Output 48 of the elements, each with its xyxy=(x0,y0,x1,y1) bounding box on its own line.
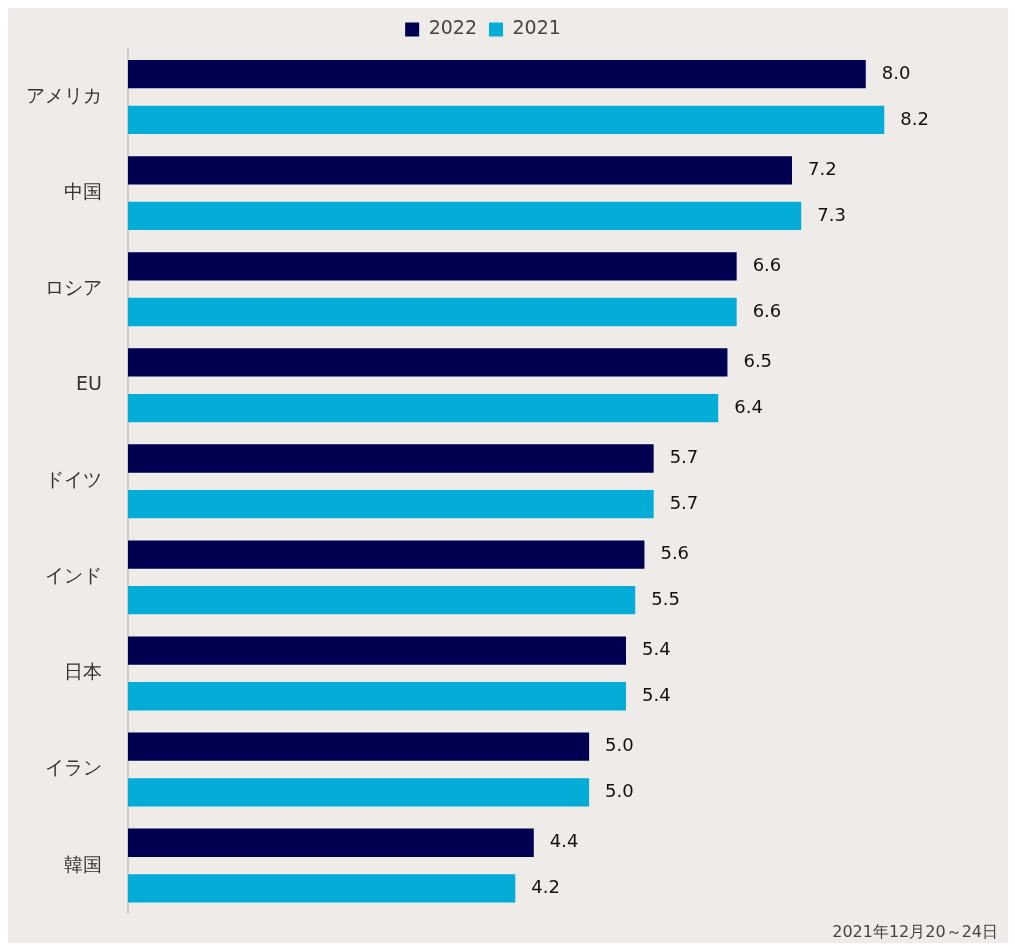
y-tick-label: EU xyxy=(76,372,102,395)
data-label: 8.0 xyxy=(881,61,911,83)
data-label: 7.3 xyxy=(817,203,846,225)
y-tick-label: 韓国 xyxy=(64,852,102,875)
bar xyxy=(128,778,590,807)
bar xyxy=(128,444,654,473)
legend-label: 2022 xyxy=(428,16,478,39)
data-label: 6.6 xyxy=(752,254,782,276)
bar xyxy=(128,201,802,231)
data-label: 5.0 xyxy=(605,779,634,801)
y-tick-label: 日本 xyxy=(64,660,102,683)
data-label: 5.5 xyxy=(651,587,680,609)
data-label: 6.4 xyxy=(734,395,763,417)
y-tick-label: ロシア xyxy=(45,276,102,299)
bar xyxy=(128,348,728,377)
y-tick-label: ドイツ xyxy=(45,468,102,491)
bar xyxy=(128,874,516,903)
data-label: 7.2 xyxy=(808,157,837,179)
data-label: 5.0 xyxy=(605,734,634,756)
bar xyxy=(128,252,737,281)
y-tick-label: イラン xyxy=(45,756,102,779)
y-tick-label: アメリカ xyxy=(26,83,102,106)
data-label: 6.6 xyxy=(752,299,782,321)
data-label: 6.5 xyxy=(743,350,773,372)
data-label: 4.4 xyxy=(549,830,579,852)
bar xyxy=(128,297,737,327)
data-label: 5.7 xyxy=(669,491,699,513)
bar xyxy=(128,828,534,857)
text: 2021年12月20～24日 xyxy=(832,922,998,942)
data-label: 5.4 xyxy=(642,638,671,660)
bar xyxy=(128,393,719,423)
bar xyxy=(128,732,590,761)
bar xyxy=(128,156,792,185)
bar xyxy=(128,60,866,89)
bar xyxy=(128,586,636,615)
data-label: 8.2 xyxy=(900,107,929,129)
bar xyxy=(128,540,645,569)
data-label: 5.4 xyxy=(642,683,671,705)
bar xyxy=(128,489,654,519)
data-label: 4.2 xyxy=(531,876,560,898)
bar xyxy=(128,636,626,665)
bar xyxy=(128,682,626,711)
y-tick-label: インド xyxy=(45,564,102,587)
bar xyxy=(128,105,885,134)
data-label: 5.7 xyxy=(669,446,699,468)
legend-label: 2021 xyxy=(512,16,561,39)
y-tick-label: 中国 xyxy=(64,180,102,203)
data-label: 5.6 xyxy=(660,542,690,564)
